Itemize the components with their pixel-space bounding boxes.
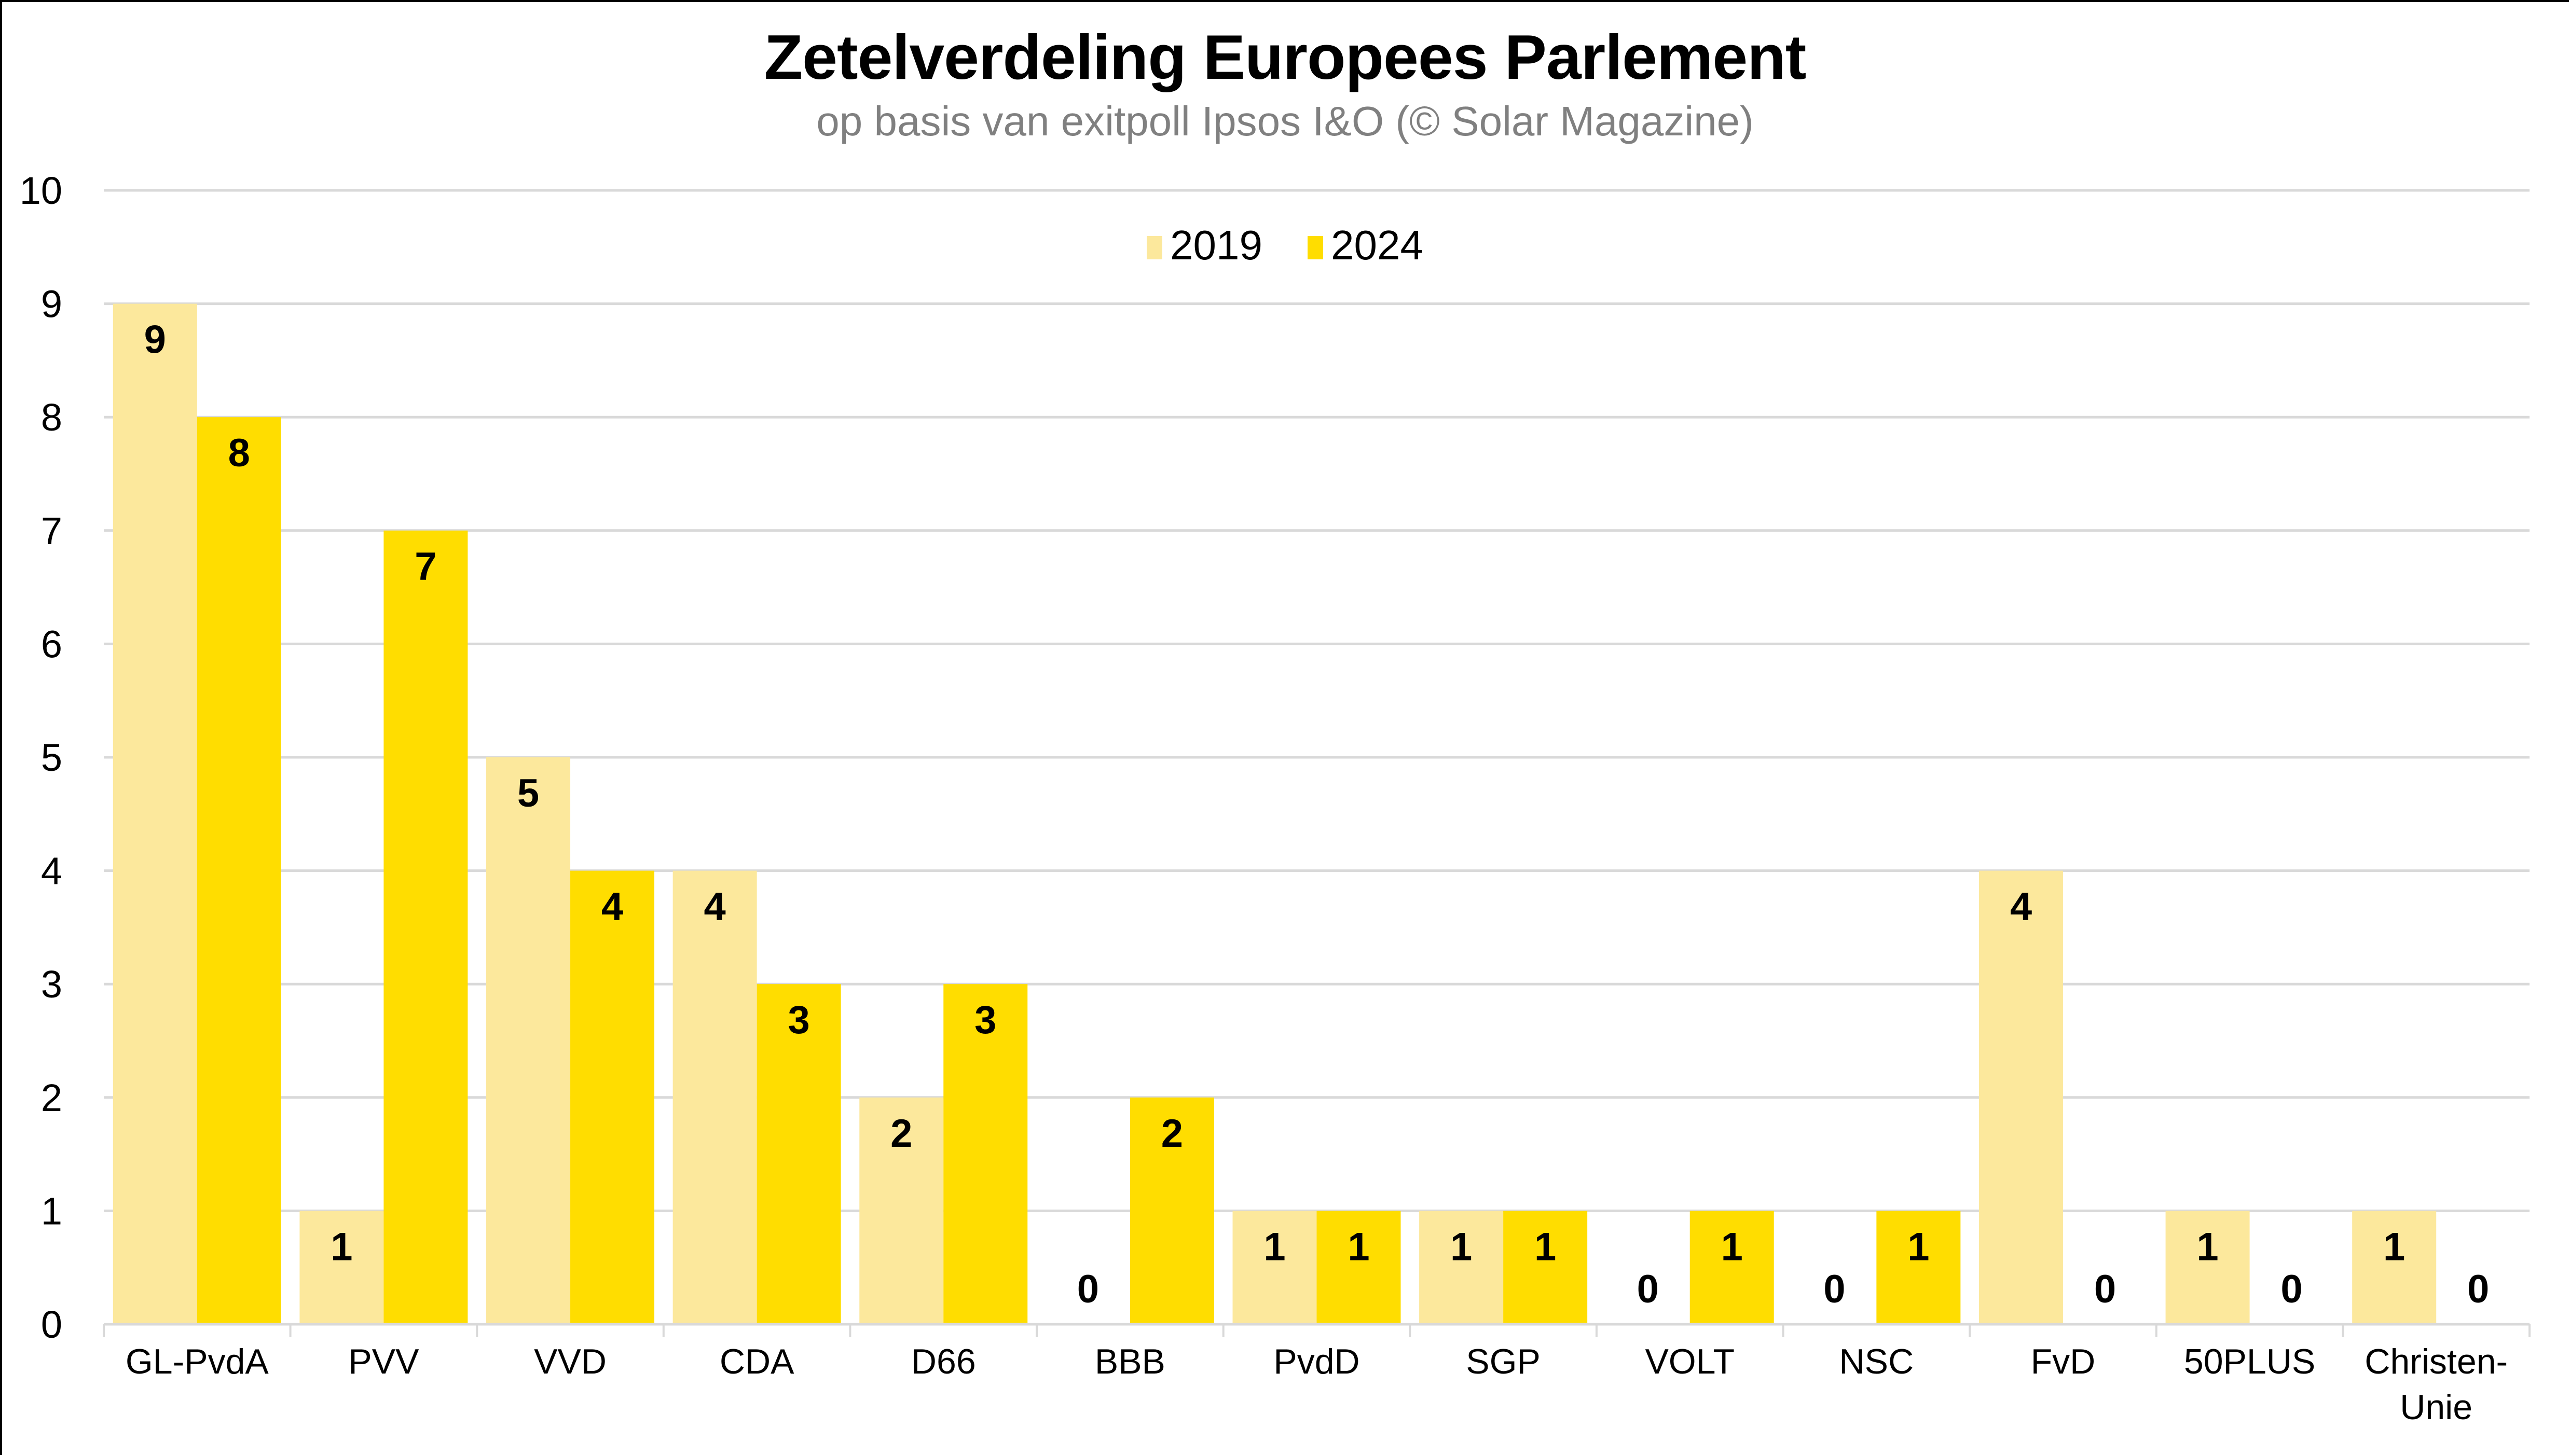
data-label: 3 xyxy=(974,998,996,1042)
chart-subtitle: op basis van exitpoll Ipsos I&O (© Solar… xyxy=(816,98,1754,144)
data-label: 1 xyxy=(1348,1225,1369,1269)
x-axis: GL-PvdA PVV VVD CDA D66 BBB PvdD SGP VOLT NSC FvD 5… xyxy=(103,1323,2531,1427)
x-category-label: D66 xyxy=(911,1342,976,1381)
y-tick-label: 4 xyxy=(41,850,62,893)
data-label: 0 xyxy=(1823,1267,1845,1311)
x-category-label: VOLT xyxy=(1645,1342,1735,1381)
x-category-label: NSC xyxy=(1839,1342,1914,1381)
bar-2019 xyxy=(113,303,197,1324)
data-label: 1 xyxy=(2383,1225,2405,1269)
data-label: 1 xyxy=(2196,1225,2218,1269)
bar-2019 xyxy=(2352,1211,2437,1324)
bar-2019 xyxy=(1419,1211,1504,1324)
data-label: 1 xyxy=(1907,1225,1929,1269)
legend-swatch-2019 xyxy=(1147,236,1162,259)
data-label: 1 xyxy=(331,1225,352,1269)
legend: 2019 2024 xyxy=(1147,222,1423,268)
data-label: 1 xyxy=(1534,1225,1556,1269)
bar-2019 xyxy=(1232,1211,1317,1324)
y-tick-label: 5 xyxy=(41,736,62,779)
bar-2024 xyxy=(943,984,1028,1324)
bars xyxy=(113,303,2437,1325)
data-label: 8 xyxy=(228,431,250,475)
y-tick-label: 1 xyxy=(41,1189,62,1232)
x-category-label: 50PLUS xyxy=(2184,1342,2315,1381)
data-label: 7 xyxy=(415,545,436,589)
bar-2024 xyxy=(1130,1097,1214,1324)
data-label: 1 xyxy=(1450,1225,1472,1269)
bar-2024 xyxy=(1689,1211,1774,1324)
x-category-label: GL-PvdA xyxy=(126,1342,269,1381)
x-category-label: FvD xyxy=(2031,1342,2096,1381)
x-category-label: Christen-Unie xyxy=(2365,1342,2508,1427)
bar-2024 xyxy=(1316,1211,1401,1324)
data-label: 4 xyxy=(601,885,623,929)
legend-swatch-2024 xyxy=(1308,236,1323,259)
y-tick-label: 7 xyxy=(41,509,62,552)
y-tick-label: 6 xyxy=(41,622,62,665)
legend-label-2019: 2019 xyxy=(1170,222,1262,268)
data-label: 5 xyxy=(517,771,539,815)
y-tick-label: 9 xyxy=(41,283,62,326)
bar-2024 xyxy=(757,984,841,1324)
chart-title: Zetelverdeling Europees Parlement xyxy=(764,22,1807,92)
y-tick-label: 8 xyxy=(41,396,62,439)
y-axis: 0 1 2 3 4 5 6 7 8 9 10 xyxy=(20,169,62,1346)
data-label: 0 xyxy=(2094,1267,2116,1311)
bar-2019 xyxy=(2165,1211,2250,1324)
data-label: 1 xyxy=(1263,1225,1285,1269)
x-category-label: PvdD xyxy=(1273,1342,1359,1381)
y-tick-label: 0 xyxy=(41,1303,62,1346)
bar-2019 xyxy=(299,1211,384,1324)
bar-2019 xyxy=(486,757,571,1324)
bar-2024 xyxy=(1876,1211,1961,1324)
y-tick-label: 10 xyxy=(20,169,62,212)
bar-2019 xyxy=(1978,870,2063,1324)
bar-2024 xyxy=(570,870,655,1324)
bar-2024 xyxy=(197,417,281,1325)
bar-2024 xyxy=(1503,1211,1588,1324)
data-label: 0 xyxy=(2467,1267,2489,1311)
data-label: 3 xyxy=(788,998,810,1042)
legend-label-2024: 2024 xyxy=(1331,222,1423,268)
x-category-label: SGP xyxy=(1466,1342,1541,1381)
bar-2024 xyxy=(383,530,468,1324)
bar-2019 xyxy=(859,1097,944,1324)
data-label: 4 xyxy=(2010,885,2032,929)
y-tick-label: 3 xyxy=(41,963,62,1006)
x-category-label: CDA xyxy=(720,1342,794,1381)
data-label: 4 xyxy=(704,885,726,929)
data-label: 1 xyxy=(1721,1225,1743,1269)
x-category-label: BBB xyxy=(1095,1342,1165,1381)
data-label: 2 xyxy=(890,1112,912,1156)
data-label: 2 xyxy=(1161,1112,1183,1156)
y-tick-label: 2 xyxy=(41,1076,62,1119)
x-category-label: VVD xyxy=(534,1342,607,1381)
data-label: 0 xyxy=(1637,1267,1659,1311)
data-label: 0 xyxy=(1077,1267,1099,1311)
x-category-label: PVV xyxy=(348,1342,419,1381)
data-label: 0 xyxy=(2280,1267,2302,1311)
data-labels: 9 8 1 7 5 4 4 3 2 3 0 2 1 1 1 1 0 1 0 1 4 0 1 0 1 0 xyxy=(144,318,2490,1311)
data-label: 9 xyxy=(144,318,166,362)
bar-2019 xyxy=(672,870,757,1324)
